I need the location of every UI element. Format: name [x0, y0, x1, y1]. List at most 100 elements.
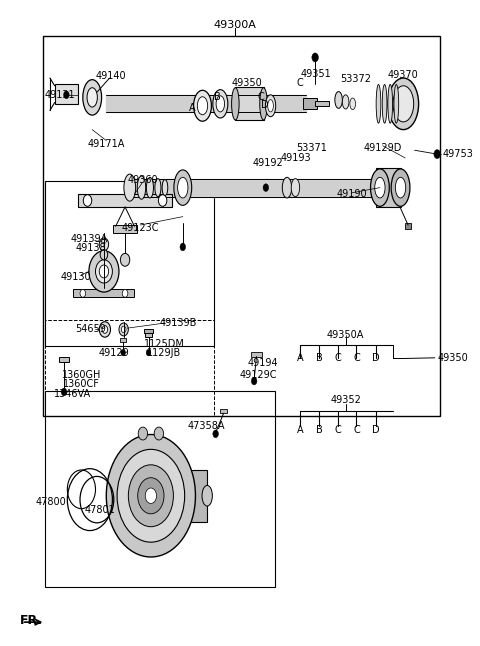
Circle shape [154, 427, 164, 440]
Polygon shape [113, 225, 137, 233]
Ellipse shape [124, 174, 136, 201]
Ellipse shape [231, 88, 239, 120]
Ellipse shape [155, 178, 161, 196]
Polygon shape [55, 85, 78, 104]
Text: 49370: 49370 [388, 70, 419, 80]
Ellipse shape [83, 79, 102, 115]
Polygon shape [252, 352, 262, 357]
Ellipse shape [162, 180, 168, 196]
Ellipse shape [260, 88, 267, 120]
Circle shape [100, 249, 108, 260]
Ellipse shape [388, 78, 419, 130]
Ellipse shape [342, 95, 349, 109]
Ellipse shape [376, 85, 381, 123]
Ellipse shape [393, 86, 414, 122]
Polygon shape [120, 339, 126, 342]
Circle shape [128, 465, 173, 526]
Ellipse shape [394, 85, 399, 123]
Text: 49352: 49352 [330, 395, 361, 405]
Text: 49360: 49360 [127, 175, 158, 185]
Text: 49351: 49351 [300, 69, 332, 79]
Polygon shape [78, 194, 172, 207]
Text: B: B [315, 425, 322, 435]
Text: 47801: 47801 [85, 505, 116, 515]
Ellipse shape [371, 169, 389, 206]
Text: 49350: 49350 [232, 78, 263, 89]
Text: 47800: 47800 [36, 497, 67, 507]
Circle shape [158, 194, 167, 206]
Circle shape [99, 238, 108, 251]
Ellipse shape [268, 99, 274, 112]
Polygon shape [125, 178, 376, 196]
Text: FR.: FR. [20, 614, 43, 627]
Ellipse shape [388, 85, 393, 123]
Circle shape [84, 194, 92, 206]
Circle shape [145, 488, 156, 503]
Circle shape [121, 349, 126, 356]
Circle shape [146, 349, 151, 356]
Text: A: A [297, 353, 303, 363]
Polygon shape [106, 96, 306, 112]
Ellipse shape [178, 177, 188, 198]
Text: 49123C: 49123C [122, 223, 159, 233]
Text: 53371: 53371 [296, 143, 327, 152]
Text: 49171A: 49171A [88, 139, 125, 149]
Text: 49190: 49190 [336, 189, 367, 199]
Ellipse shape [291, 178, 300, 196]
Text: 49131: 49131 [45, 90, 75, 100]
Polygon shape [220, 409, 227, 413]
Text: 49192: 49192 [253, 158, 284, 168]
Circle shape [80, 289, 85, 297]
Ellipse shape [265, 95, 276, 117]
Text: D: D [261, 100, 268, 110]
Text: 49129C: 49129C [239, 370, 276, 380]
Text: 49193: 49193 [281, 153, 312, 163]
Circle shape [263, 183, 269, 191]
Text: 49140: 49140 [96, 71, 126, 81]
Text: 53372: 53372 [340, 74, 372, 85]
Polygon shape [183, 470, 207, 521]
Text: 1360GH: 1360GH [62, 370, 101, 380]
Circle shape [122, 289, 128, 297]
Ellipse shape [335, 92, 342, 109]
Ellipse shape [391, 169, 410, 206]
Ellipse shape [213, 90, 228, 118]
Text: C: C [258, 92, 264, 101]
Polygon shape [73, 289, 134, 297]
Text: D: D [372, 353, 380, 363]
Text: 49130: 49130 [60, 271, 91, 282]
Text: A: A [297, 425, 303, 435]
Circle shape [99, 322, 110, 337]
Circle shape [106, 435, 195, 557]
Text: C: C [353, 425, 360, 435]
Ellipse shape [375, 177, 385, 198]
Text: 1346VA: 1346VA [53, 389, 91, 399]
Polygon shape [59, 357, 69, 362]
Circle shape [63, 91, 69, 99]
Circle shape [61, 388, 67, 396]
Text: C: C [334, 353, 341, 363]
Polygon shape [235, 87, 264, 120]
Ellipse shape [202, 485, 212, 506]
Text: 49129D: 49129D [363, 143, 402, 152]
Polygon shape [405, 223, 411, 229]
Text: 1129JB: 1129JB [147, 348, 181, 358]
Circle shape [213, 430, 218, 438]
Circle shape [434, 150, 441, 159]
Ellipse shape [146, 177, 154, 198]
Circle shape [99, 265, 108, 278]
Polygon shape [376, 169, 400, 207]
Polygon shape [315, 101, 329, 107]
Ellipse shape [87, 88, 97, 107]
Ellipse shape [282, 177, 292, 198]
Polygon shape [303, 98, 317, 109]
Text: 49350: 49350 [437, 353, 468, 363]
Text: B: B [214, 92, 221, 101]
Circle shape [312, 53, 318, 62]
Text: 49139B: 49139B [159, 318, 197, 328]
Text: 1360CF: 1360CF [63, 379, 100, 389]
Circle shape [138, 477, 164, 514]
Circle shape [96, 260, 112, 283]
Text: 49139A: 49139A [70, 234, 108, 244]
Text: D: D [372, 425, 380, 435]
